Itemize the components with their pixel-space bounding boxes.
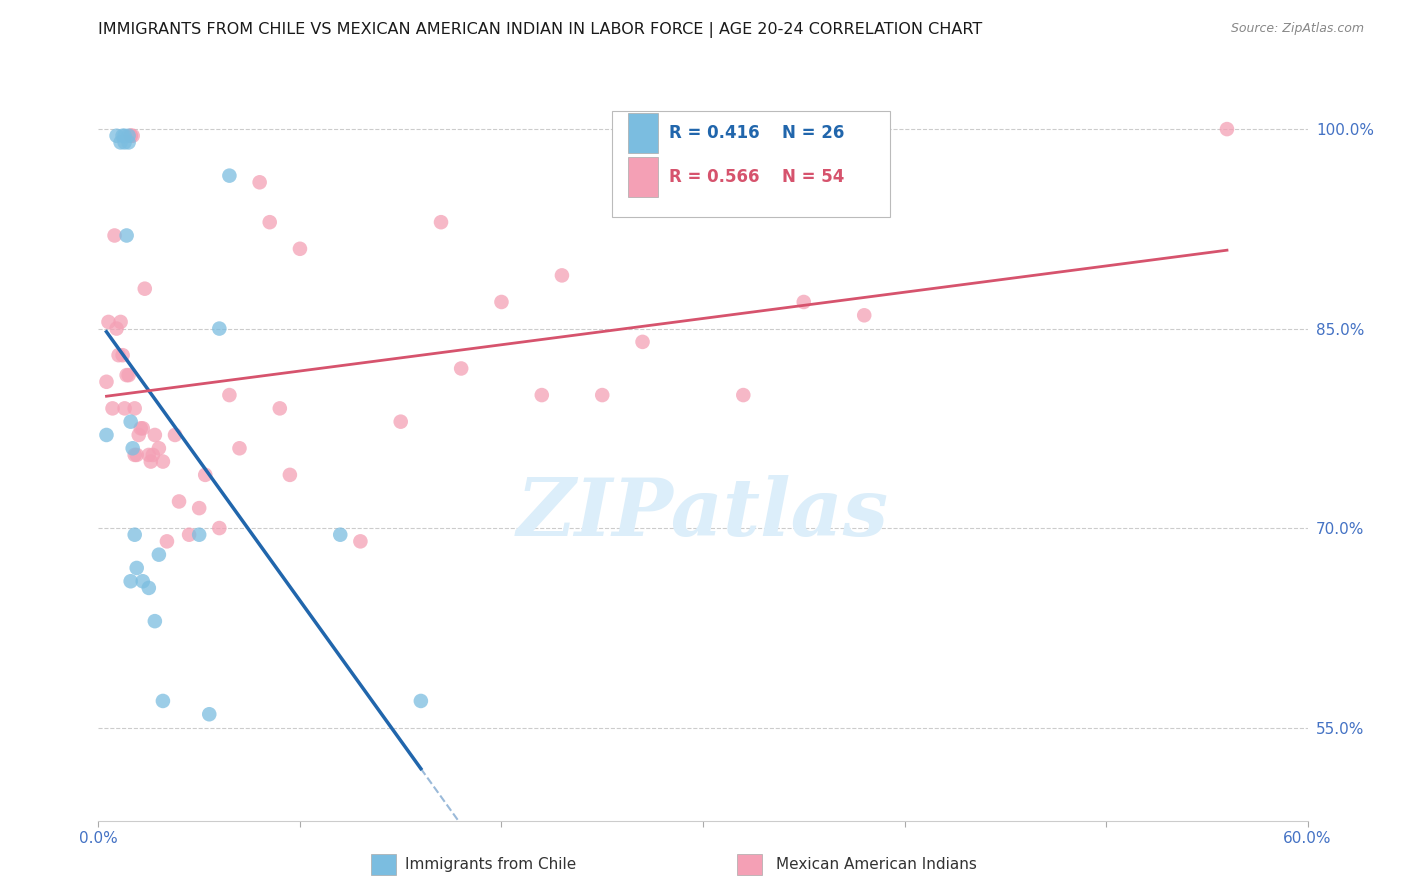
Point xyxy=(97,315,120,329)
Bar xyxy=(628,157,658,197)
Text: N = 26: N = 26 xyxy=(782,124,844,142)
Point xyxy=(114,401,136,416)
Point xyxy=(329,527,352,541)
Point xyxy=(163,428,186,442)
Point xyxy=(793,295,815,310)
Point xyxy=(129,421,152,435)
Point xyxy=(120,415,142,429)
Point xyxy=(118,128,141,143)
Point xyxy=(733,388,755,402)
Point xyxy=(120,128,142,143)
Point xyxy=(143,428,166,442)
Point xyxy=(114,136,136,150)
Point xyxy=(143,614,166,628)
Point xyxy=(110,136,132,150)
Point xyxy=(218,169,240,183)
Point xyxy=(1216,122,1239,136)
Point xyxy=(110,315,132,329)
Point xyxy=(551,268,574,283)
Point xyxy=(269,401,291,416)
Point xyxy=(208,521,231,535)
Point xyxy=(288,242,311,256)
Point xyxy=(96,428,118,442)
Text: IMMIGRANTS FROM CHILE VS MEXICAN AMERICAN INDIAN IN LABOR FORCE | AGE 20-24 CORR: IMMIGRANTS FROM CHILE VS MEXICAN AMERICA… xyxy=(98,22,983,38)
Point xyxy=(218,388,240,402)
Point xyxy=(148,442,170,456)
Point xyxy=(101,401,124,416)
Point xyxy=(124,401,146,416)
Point xyxy=(124,527,146,541)
Point xyxy=(179,527,201,541)
Point xyxy=(259,215,281,229)
Point xyxy=(360,827,382,841)
Point xyxy=(132,421,155,435)
Point xyxy=(142,448,165,462)
Point xyxy=(278,467,301,482)
Point xyxy=(194,467,217,482)
Point xyxy=(121,442,143,456)
Point xyxy=(198,707,221,722)
Point xyxy=(111,128,134,143)
Point xyxy=(134,282,156,296)
Point xyxy=(120,128,142,143)
Point xyxy=(111,348,134,362)
Point xyxy=(120,574,142,589)
Point xyxy=(167,494,190,508)
Point xyxy=(114,128,136,143)
Point xyxy=(591,388,613,402)
Text: ZIPatlas: ZIPatlas xyxy=(517,475,889,552)
Point xyxy=(188,527,211,541)
Point xyxy=(228,442,250,456)
Point xyxy=(138,581,160,595)
Point xyxy=(530,388,553,402)
Point xyxy=(107,348,129,362)
Point xyxy=(853,308,876,322)
Point xyxy=(188,501,211,516)
Point xyxy=(450,361,472,376)
Text: N = 54: N = 54 xyxy=(782,168,844,186)
Point xyxy=(208,321,231,335)
Point xyxy=(103,228,125,243)
Point xyxy=(631,334,654,349)
Point xyxy=(125,448,148,462)
Point xyxy=(105,128,128,143)
Point xyxy=(152,454,174,468)
Point xyxy=(115,228,138,243)
Text: Mexican American Indians: Mexican American Indians xyxy=(776,857,977,871)
Point xyxy=(139,454,162,468)
Point xyxy=(96,375,118,389)
Point xyxy=(124,448,146,462)
Point xyxy=(491,295,513,310)
Point xyxy=(409,694,432,708)
Text: R = 0.566: R = 0.566 xyxy=(669,168,759,186)
Point xyxy=(349,534,371,549)
Point xyxy=(105,321,128,335)
Point xyxy=(148,548,170,562)
Point xyxy=(249,175,271,189)
Point xyxy=(156,534,179,549)
Point xyxy=(138,448,160,462)
Text: Source: ZipAtlas.com: Source: ZipAtlas.com xyxy=(1230,22,1364,36)
Bar xyxy=(628,113,658,153)
Point xyxy=(118,136,141,150)
Point xyxy=(121,128,143,143)
Text: Immigrants from Chile: Immigrants from Chile xyxy=(405,857,576,871)
Point xyxy=(125,561,148,575)
FancyBboxPatch shape xyxy=(613,112,890,218)
Point xyxy=(152,694,174,708)
Point xyxy=(132,574,155,589)
Point xyxy=(118,368,141,383)
Text: R = 0.416: R = 0.416 xyxy=(669,124,759,142)
Point xyxy=(128,428,150,442)
Point xyxy=(430,215,453,229)
Point xyxy=(389,415,412,429)
Point xyxy=(115,368,138,383)
